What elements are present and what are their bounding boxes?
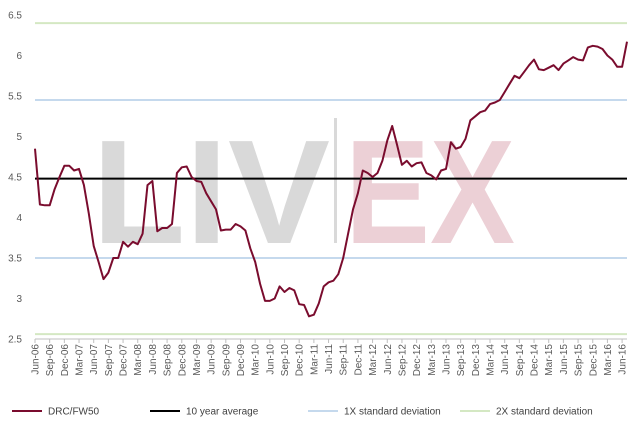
x-tick-label: Dec-14: [530, 344, 541, 377]
y-axis-ticks: 2.5 3 3.5 4 4.5 5 5.5 6 6.5: [8, 11, 22, 346]
y-tick-label: 2.5: [8, 335, 22, 346]
x-axis-ticks: Jun-06 Sep-06 Dec-06 Mar-07 Jun-07 Sep-07 Dec-…: [31, 339, 629, 376]
x-tick-label: Dec-12: [412, 344, 423, 377]
y-tick-label: 5.5: [8, 92, 22, 103]
x-tick-label: Jun-10: [265, 344, 276, 375]
x-tick-label: Dec-08: [177, 344, 188, 377]
y-tick-label: 3: [16, 294, 22, 305]
x-tick-label: Mar-10: [251, 344, 262, 376]
x-tick-label: Mar-13: [427, 344, 438, 376]
x-tick-label: Sep-07: [104, 344, 115, 377]
series-line-drc-fw50: [34, 41, 628, 318]
x-tick-label: Dec-13: [471, 344, 482, 377]
x-tick-label: Jun-14: [500, 344, 511, 375]
x-tick-label: Jun-07: [89, 344, 100, 375]
y-tick-label: 4.5: [8, 173, 22, 184]
legend-label: 2X standard deviation: [496, 407, 593, 418]
x-tick-label: Sep-15: [574, 344, 585, 377]
liv-ex-watermark: LIV EX: [92, 110, 515, 275]
x-tick-label: Sep-14: [515, 344, 526, 377]
x-tick-label: Jun-12: [383, 344, 394, 375]
x-tick-label: Sep-11: [339, 344, 350, 376]
x-tick-label: Jun-11: [324, 344, 335, 374]
watermark-ex: EX: [345, 110, 515, 275]
legend-label: DRC/FW50: [48, 407, 100, 418]
x-tick-label: Sep-08: [163, 344, 174, 377]
x-tick-label: Jun-13: [441, 344, 452, 375]
y-tick-label: 5: [16, 132, 22, 143]
legend-label: 1X standard deviation: [344, 407, 441, 418]
x-tick-label: Dec-09: [236, 344, 247, 377]
x-tick-label: Jun-06: [31, 344, 42, 375]
x-tick-label: Dec-06: [60, 344, 71, 377]
x-tick-label: Dec-15: [588, 344, 599, 377]
std-dev-lines: [35, 22, 627, 336]
x-tick-label: Sep-10: [280, 344, 291, 377]
legend: DRC/FW50 10 year average 1X standard devia…: [12, 407, 593, 418]
x-tick-label: Sep-06: [45, 344, 56, 377]
x-tick-label: Sep-12: [397, 344, 408, 377]
x-tick-label: Mar-08: [133, 344, 144, 376]
legend-label: 10 year average: [186, 407, 259, 418]
x-tick-label: Mar-16: [603, 344, 614, 376]
x-tick-label: Mar-12: [368, 344, 379, 376]
x-tick-label: Mar-09: [192, 344, 203, 376]
series-line-group: [34, 41, 628, 318]
x-tick-label: Mar-07: [75, 344, 86, 376]
x-tick-label: Jun-08: [148, 344, 159, 375]
x-tick-label: Jun-15: [559, 344, 570, 375]
x-tick-label: Dec-07: [119, 344, 130, 377]
x-tick-label: Jun-09: [207, 344, 218, 375]
x-tick-label: Jun-16: [618, 344, 629, 375]
watermark-divider: [334, 118, 337, 243]
x-tick-label: Mar-11: [309, 344, 320, 375]
x-tick-label: Mar-14: [486, 344, 497, 376]
y-tick-label: 3.5: [8, 254, 22, 265]
x-tick-label: Sep-09: [221, 344, 232, 377]
y-tick-label: 6: [16, 51, 22, 62]
y-tick-label: 4: [16, 213, 22, 224]
x-tick-label: Dec-10: [295, 344, 306, 377]
x-tick-label: Mar-15: [544, 344, 555, 376]
y-tick-label: 6.5: [8, 11, 22, 22]
watermark-liv: LIV: [92, 110, 330, 275]
x-tick-label: Dec-11: [353, 344, 364, 376]
x-tick-label: Sep-13: [456, 344, 467, 377]
